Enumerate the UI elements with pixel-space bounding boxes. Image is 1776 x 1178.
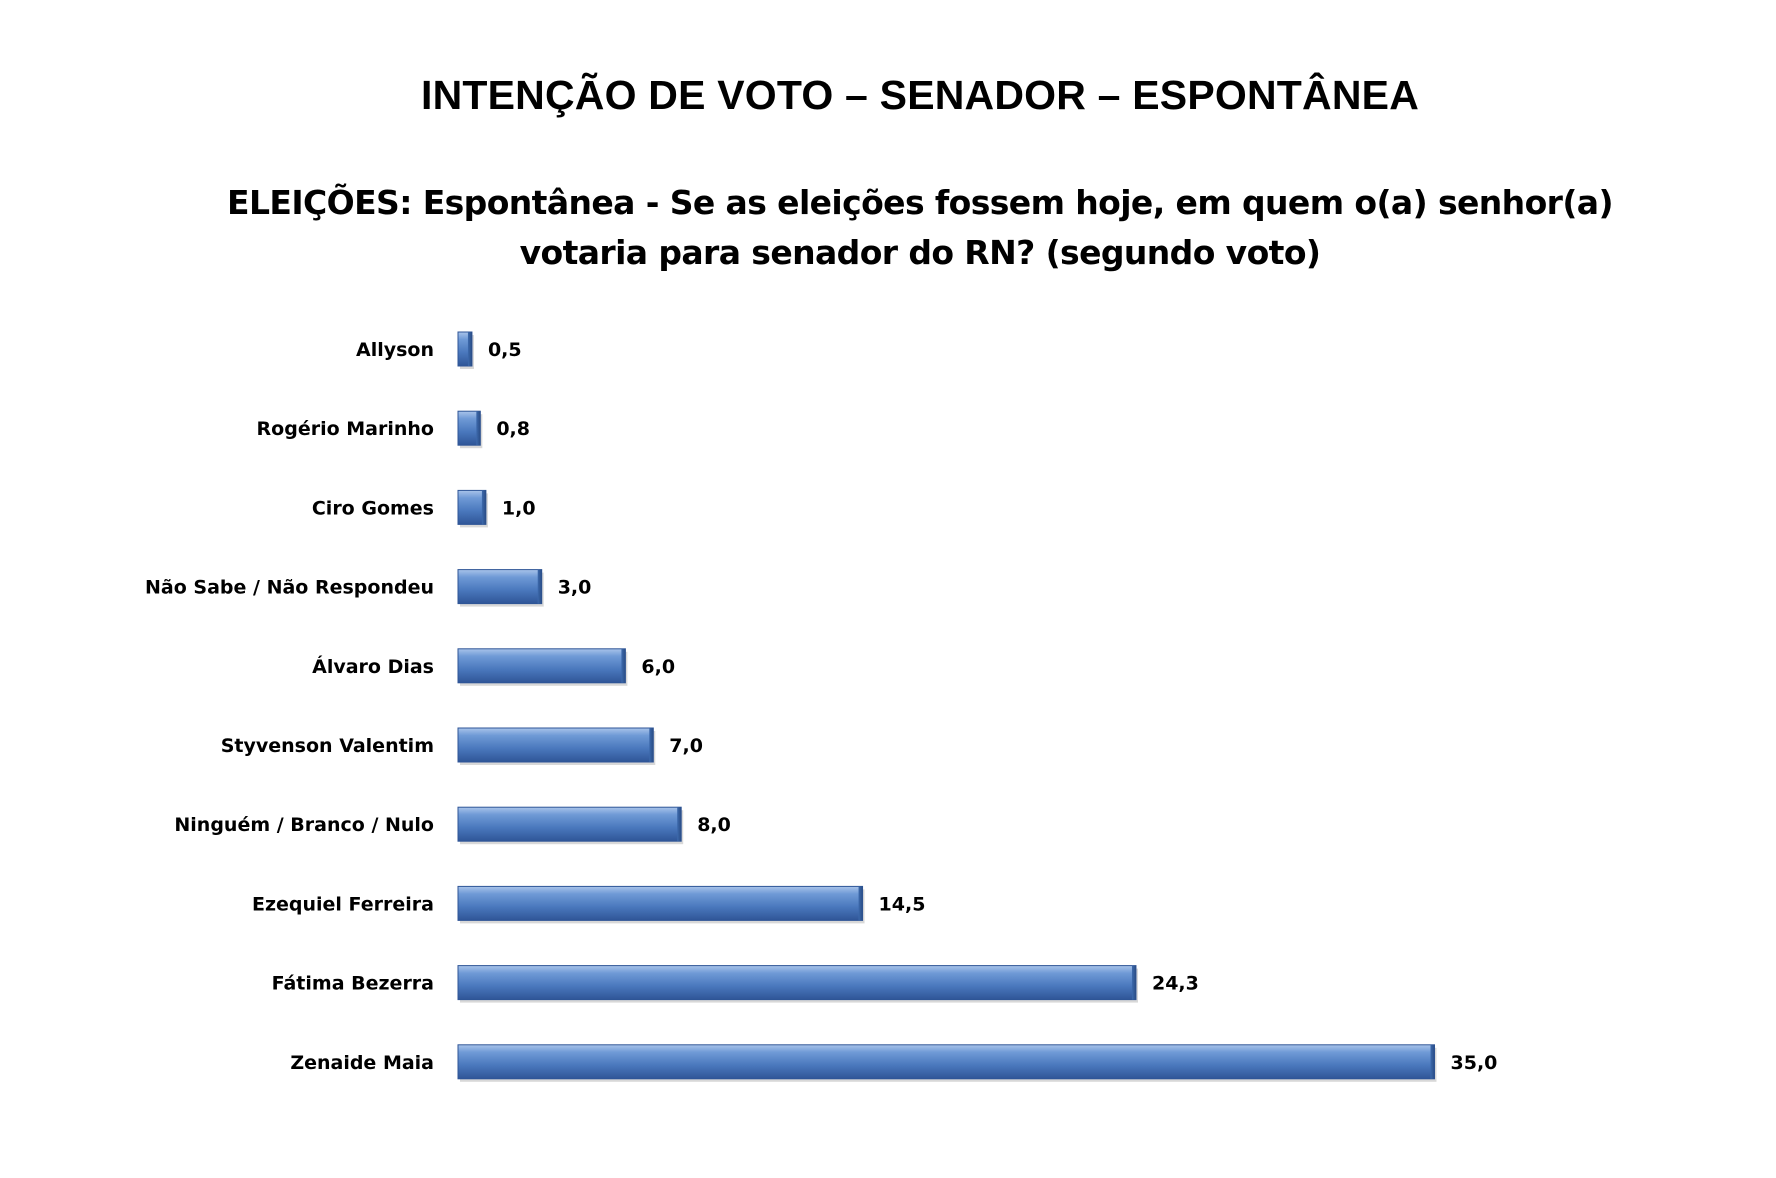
bars-layer: Allyson 0,5 Rogério Marinho 0,8 Ciro Gomes 1,… [145,331,1498,1082]
category-label: Não Sabe / Não Respondeu [145,577,434,599]
bar-end-cap [537,569,542,604]
chart-subtitle: ELEIÇÕES: Espontânea - Se as eleições fo… [227,183,1614,272]
bar [457,727,654,763]
bar [457,489,487,525]
bar [457,965,1137,1001]
bar-end-cap [467,332,472,366]
bar [457,806,682,842]
data-label: 6,0 [641,656,675,678]
bar-end-cap [1430,1044,1435,1079]
category-label: Rogério Marinho [257,418,434,440]
bar-end-cap [621,648,626,683]
category-label: Fátima Bezerra [272,973,434,995]
bar [457,648,626,684]
data-label: 14,5 [879,893,926,915]
data-label: 35,0 [1451,1052,1498,1074]
bar-end-cap [476,411,481,446]
category-label: Ninguém / Branco / Nulo [174,814,434,836]
bar-end-cap [1131,965,1136,1000]
category-label: Ezequiel Ferreira [252,893,434,915]
data-label: 0,8 [496,418,530,440]
page-title: INTENÇÃO DE VOTO – SENADOR – ESPONTÂNEA [420,72,1420,118]
bar [457,1044,1435,1080]
category-label: Styvenson Valentim [221,735,434,757]
data-label: 0,5 [488,339,522,361]
category-label: Zenaide Maia [290,1052,434,1074]
data-label: 8,0 [697,814,731,836]
bar-end-cap [677,807,682,842]
bar [457,569,543,605]
bar-end-cap [858,886,863,921]
bar [457,885,864,921]
data-label: 7,0 [669,735,703,757]
data-label: 3,0 [558,577,592,599]
data-label: 24,3 [1152,973,1199,995]
category-label: Ciro Gomes [312,497,434,519]
bar-end-cap [481,490,486,525]
category-label: Álvaro Dias [312,655,434,678]
bar-end-cap [649,728,654,762]
category-label: Allyson [356,339,434,361]
data-label: 1,0 [502,497,536,519]
